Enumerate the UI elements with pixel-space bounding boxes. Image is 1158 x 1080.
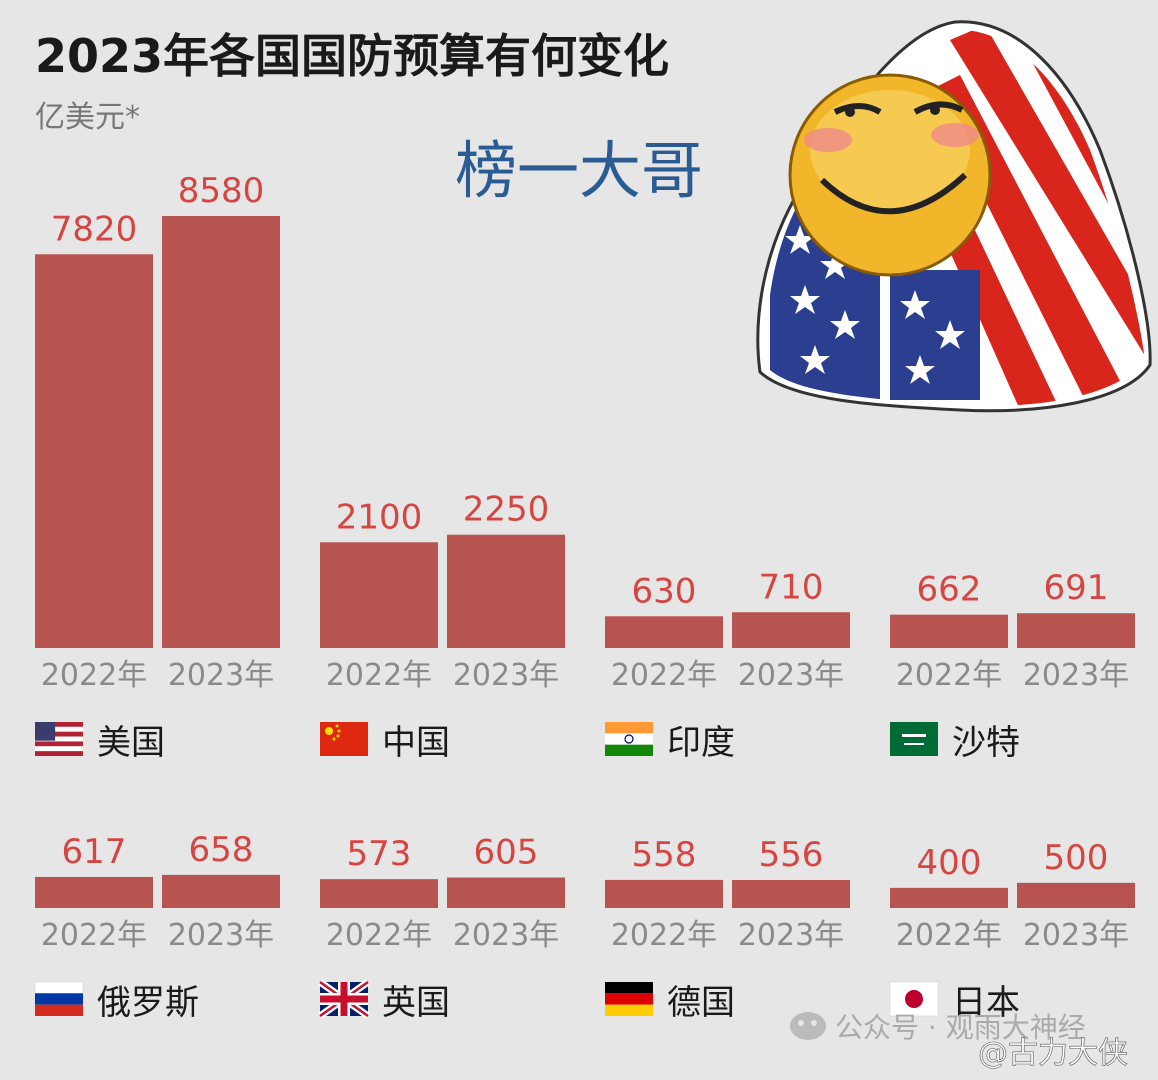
country-label: 英国 (382, 983, 450, 1023)
cn-flag-icon (320, 722, 368, 756)
value-label: 500 (1044, 838, 1109, 878)
year-label: 2023年 (168, 918, 274, 953)
value-label: 2250 (463, 490, 550, 530)
year-label: 2022年 (611, 918, 717, 953)
value-label: 8580 (178, 171, 265, 211)
unit-label: 亿美元* (35, 100, 140, 135)
value-label: 710 (759, 567, 824, 607)
year-label: 2022年 (41, 918, 147, 953)
country-label: 印度 (667, 723, 735, 763)
bar (732, 880, 850, 908)
bar (320, 879, 438, 908)
year-label: 2023年 (738, 658, 844, 693)
wechat-watermark-text: 公众号 · 观雨大神经 (835, 1011, 1086, 1044)
bar (320, 542, 438, 648)
year-label: 2023年 (1023, 658, 1129, 693)
value-label: 400 (917, 843, 982, 883)
year-label: 2022年 (326, 658, 432, 693)
bar (1017, 882, 1135, 908)
country-label: 中国 (382, 723, 450, 763)
year-label: 2023年 (738, 918, 844, 953)
value-label: 556 (759, 835, 824, 875)
bar (447, 877, 565, 908)
value-label: 658 (189, 830, 254, 870)
country-label: 美国 (97, 723, 165, 763)
bar (605, 879, 723, 908)
emoji-flag-blanket-illustration (756, 20, 1152, 413)
wechat-watermark: 公众号 · 观雨大神经 (790, 1011, 1086, 1044)
year-label: 2023年 (1023, 918, 1129, 953)
bar (447, 534, 565, 648)
weibo-watermark-text: @古力大侠 (978, 1036, 1128, 1071)
bar (890, 887, 1008, 908)
year-label: 2022年 (326, 918, 432, 953)
de-flag-icon (605, 982, 653, 1016)
year-label: 2022年 (611, 658, 717, 693)
country-label: 沙特 (952, 723, 1020, 763)
value-label: 630 (632, 571, 697, 611)
chart-title: 2023年各国国防预算有何变化 (35, 29, 669, 83)
jp-flag-icon (889, 981, 939, 1017)
bar (1017, 613, 1135, 648)
bar (890, 614, 1008, 648)
value-label: 573 (347, 834, 412, 874)
value-label: 605 (474, 833, 539, 873)
value-label: 617 (62, 832, 127, 872)
annotation-label: 榜一大哥 (455, 134, 703, 207)
year-label: 2023年 (168, 658, 274, 693)
uk-flag-icon (317, 979, 371, 1019)
bars-layer: 78202022年85802023年美国21002022年22502023年中国… (34, 171, 1135, 1023)
value-label: 558 (632, 835, 697, 875)
bar (35, 254, 153, 648)
year-label: 2022年 (896, 918, 1002, 953)
year-label: 2023年 (453, 658, 559, 693)
in-flag-icon (605, 722, 653, 756)
bar (162, 874, 280, 908)
sa-flag-icon (890, 722, 938, 756)
year-label: 2022年 (41, 658, 147, 693)
value-label: 2100 (336, 497, 423, 537)
year-label: 2023年 (453, 918, 559, 953)
year-label: 2022年 (896, 658, 1002, 693)
us-flag-icon (35, 722, 83, 756)
bar (732, 612, 850, 648)
value-label: 691 (1044, 568, 1109, 608)
country-label: 德国 (667, 983, 735, 1023)
ru-flag-icon (34, 981, 84, 1016)
bar (162, 216, 280, 648)
bar (605, 616, 723, 648)
bar (35, 876, 153, 908)
value-label: 7820 (51, 209, 138, 249)
country-label: 俄罗斯 (97, 983, 199, 1023)
country-label: 日本 (952, 983, 1020, 1023)
value-label: 662 (917, 570, 982, 610)
weibo-watermark: @古力大侠 (978, 1036, 1129, 1072)
